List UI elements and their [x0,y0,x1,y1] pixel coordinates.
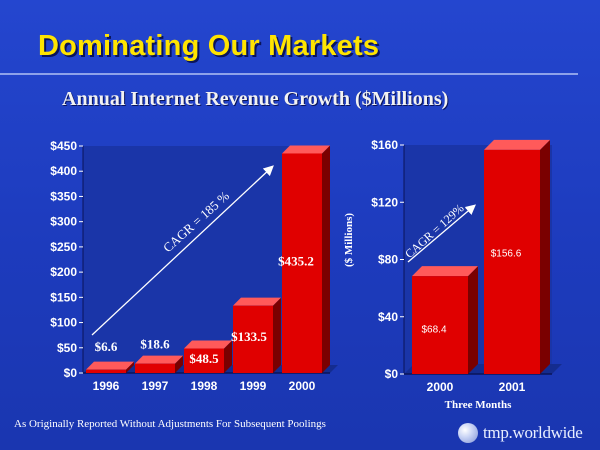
x-axis-label: Three Months [445,399,512,411]
y-tick-label: $80 [378,253,398,267]
bar [184,348,224,373]
bar [484,149,540,374]
y-tick-label: $120 [371,195,398,209]
bar-side [322,145,330,373]
y-tick-label: $0 [64,366,78,380]
y-tick-label: $160 [371,138,398,152]
bar-top [86,361,134,370]
bar-side [468,266,478,374]
bar-side [540,139,550,374]
y-tick-label: $350 [50,189,77,203]
y-tick-label: $100 [50,316,77,330]
bar [233,305,273,373]
y-tick-label: $200 [50,265,77,279]
data-label: $18.6 [140,336,170,351]
x-tick-label: 2000 [289,379,316,393]
bar-top [184,340,232,349]
bar-top [484,139,550,150]
data-label: $48.5 [189,351,219,366]
x-tick-label: 2000 [427,380,454,394]
x-tick-label: 1997 [142,379,169,393]
y-tick-label: $50 [57,341,77,355]
x-tick-label: 1999 [240,379,267,393]
y-tick-label: $250 [50,240,77,254]
company-logo: tmp.worldwide [458,421,583,445]
x-tick-label: 1996 [93,379,120,393]
bar-top [233,297,281,306]
x-tick-label: 2001 [499,380,526,394]
title-divider [0,73,578,75]
data-label: $133.5 [231,329,267,344]
bar-side [273,297,281,373]
bar-top [412,266,478,277]
data-label: $156.6 [491,249,522,260]
y-tick-label: $300 [50,215,77,229]
bar [135,363,175,373]
y-tick-label: $40 [378,310,398,324]
cagr-arrow [407,204,476,263]
bar-side [224,340,232,373]
bar [282,153,322,373]
data-label: $68.4 [421,324,446,335]
data-label: $6.6 [95,339,118,354]
three-month-revenue-chart: $0$40$80$120$1602000$68.42001$156.6CAGR … [343,138,562,411]
bar-top [135,355,183,364]
bar [412,276,468,374]
annual-revenue-chart: $0 $50 $100 $150 $200 $250 $300 $350 $400 $450 199… [50,139,338,393]
cagr-arrow [91,165,274,336]
y-tick-label: $400 [50,164,77,178]
y-tick-label: $450 [50,139,77,153]
y-axis-label: ($ Millions) [343,213,355,267]
x-tick-label: 1998 [191,379,218,393]
footnote: As Originally Reported Without Adjustmen… [14,418,326,430]
y-tick-label: $0 [385,367,399,381]
slide-title: Dominating Our Markets [38,30,380,62]
bar-side [126,361,134,373]
logo-wordmark: tmp.worldwide [483,423,583,442]
bar-top [282,145,330,154]
data-label: $435.2 [278,254,314,269]
slide-subtitle: Annual Internet Revenue Growth ($Million… [62,88,449,110]
globe-icon [458,423,478,443]
y-tick-label: $150 [50,290,77,304]
bar [86,369,126,373]
bar-side [175,355,183,373]
